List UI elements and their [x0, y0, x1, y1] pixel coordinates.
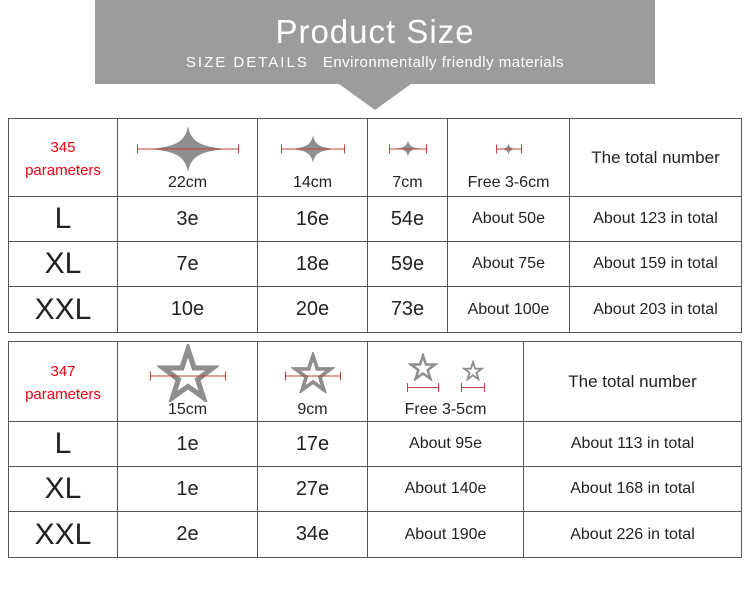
- banner-subtitle: SIZE DETAILS Environmentally friendly ma…: [186, 54, 564, 71]
- size-label: 9cm: [297, 400, 328, 418]
- product-size-page: Product Size SIZE DETAILS Environmentall…: [8, 0, 742, 558]
- star-pair: [406, 353, 485, 392]
- measure-line: [495, 144, 522, 153]
- total-cell: About 226 in total: [570, 525, 695, 543]
- value-cell: 17e: [258, 422, 368, 467]
- total-cell: About 168 in total: [524, 467, 741, 512]
- eco-materials-label: Environmentally friendly materials: [322, 54, 565, 71]
- star-figure: [258, 348, 367, 398]
- row-label: L: [9, 422, 118, 467]
- value-cell: 3e: [118, 197, 258, 242]
- param-label-347: 347 parameters: [9, 342, 118, 422]
- param-number: 345: [50, 139, 76, 156]
- measure-line: [460, 383, 485, 392]
- total-cell: About 159 in total: [570, 242, 741, 287]
- measure-line: [149, 371, 226, 380]
- value-cell: 54e: [368, 197, 448, 242]
- param-number: 347: [50, 363, 76, 380]
- size-label: 7cm: [392, 173, 423, 191]
- size-column-7cm: 7cm: [368, 119, 448, 197]
- size-column-14cm: 14cm: [258, 119, 368, 197]
- value-cell: 27e: [258, 467, 368, 512]
- page-title: Product Size: [275, 13, 475, 50]
- size-details-label: SIZE DETAILS: [185, 54, 309, 71]
- measure-line: [388, 144, 427, 153]
- value-cell: 1e: [118, 467, 258, 512]
- value-cell: About 50e: [448, 197, 570, 242]
- value-cell: 20e: [258, 287, 368, 332]
- size-label: 14cm: [292, 173, 333, 191]
- value-cell: 34e: [258, 512, 368, 557]
- param-word: parameters: [25, 385, 101, 403]
- star-figure: [118, 343, 257, 402]
- star-figure: [368, 127, 447, 171]
- star-with-measure: [406, 353, 439, 392]
- row-label: L: [9, 197, 118, 242]
- row-label: XL: [9, 242, 118, 287]
- size-column-22cm: 22cm: [118, 119, 258, 197]
- param-label-345: 345 parameters: [9, 119, 118, 197]
- value-cell: 1e: [118, 422, 258, 467]
- total-cell: About 203 in total: [593, 300, 718, 318]
- down-arrow-icon: [339, 84, 411, 110]
- value-cell: 18e: [258, 242, 368, 287]
- banner: Product Size SIZE DETAILS Environmentall…: [95, 0, 655, 84]
- value-cell: 10e: [118, 287, 258, 332]
- value-cell: About 100e: [448, 287, 570, 332]
- size-table-347: 347 parameters 15cm 9cm: [8, 341, 742, 558]
- row-label: XXL: [9, 287, 118, 332]
- star-figure: [118, 125, 257, 172]
- size-column-9cm: 9cm: [258, 342, 368, 422]
- total-cell: About 123 in total: [570, 197, 741, 242]
- size-column-free: Free 3-6cm: [448, 119, 570, 197]
- size-label: 22cm: [167, 173, 208, 191]
- total-header: The total number: [570, 119, 741, 197]
- measure-line: [284, 371, 341, 380]
- star-figure: [448, 127, 569, 171]
- row-label: XXL: [9, 512, 118, 557]
- size-label: Free 3-5cm: [404, 400, 487, 418]
- measure-line: [406, 383, 439, 392]
- param-word: parameters: [25, 161, 101, 179]
- measure-line: [136, 144, 239, 153]
- total-header: The total number: [524, 342, 741, 422]
- size-label: 15cm: [167, 400, 208, 418]
- size-column-15cm: 15cm: [118, 342, 258, 422]
- total-cell: About 113 in total: [524, 422, 741, 467]
- star-with-measure: [460, 360, 485, 392]
- value-cell: 16e: [258, 197, 368, 242]
- measure-line: [280, 144, 345, 153]
- value-cell: About 190e: [368, 512, 524, 557]
- size-column-free: Free 3-5cm: [368, 342, 524, 422]
- size-table-345: 345 parameters 22cm 14cm 7cm: [8, 118, 742, 333]
- star-5point-icon: [461, 360, 484, 381]
- value-cell: 2e: [118, 512, 258, 557]
- value-cell: About 75e: [448, 242, 570, 287]
- value-cell: 7e: [118, 242, 258, 287]
- size-label: Free 3-6cm: [467, 173, 550, 191]
- star-figure: [368, 348, 523, 398]
- value-cell: 73e: [368, 287, 448, 332]
- value-cell: About 140e: [368, 467, 524, 512]
- star-figure: [258, 127, 367, 171]
- value-cell: 59e: [368, 242, 448, 287]
- star-5point-icon: [407, 353, 438, 381]
- value-cell: About 95e: [368, 422, 524, 467]
- row-label: XL: [9, 467, 118, 512]
